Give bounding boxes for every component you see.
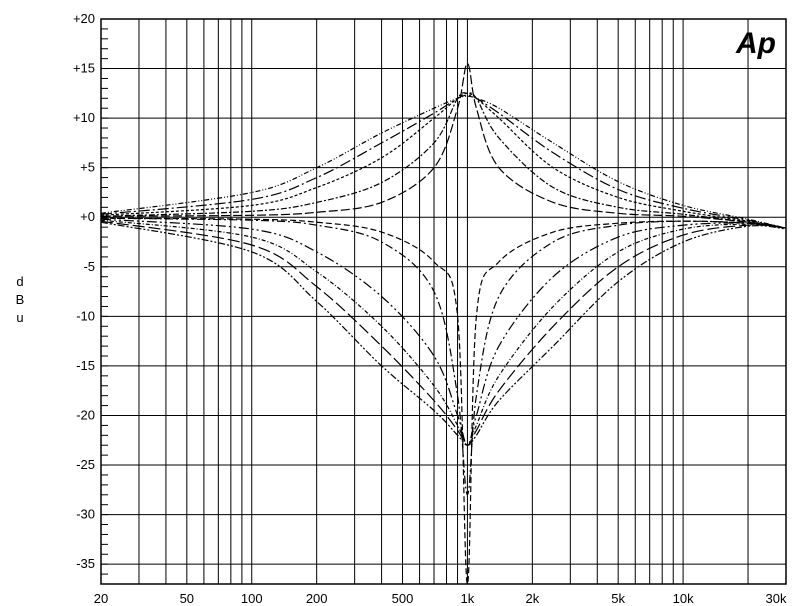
- x-tick-labels: 20 50 100 200 500 1k 2k 5k 10k 30k: [94, 591, 787, 606]
- y-tick-label: -15: [76, 358, 95, 373]
- x-tick-label: 30k: [766, 591, 787, 606]
- y-tick-label: +20: [73, 11, 95, 26]
- x-tick-label: 2k: [525, 591, 539, 606]
- y-axis-label-char: B: [16, 292, 25, 307]
- y-axis-label-char: d: [16, 274, 23, 289]
- x-tick-label: 100: [241, 591, 263, 606]
- x-tick-label: 10k: [673, 591, 694, 606]
- x-tick-label: 5k: [611, 591, 625, 606]
- y-tick-label: -10: [76, 308, 95, 323]
- y-tick-label: -20: [76, 407, 95, 422]
- x-tick-label: 500: [392, 591, 414, 606]
- y-tick-label: -5: [83, 259, 95, 274]
- x-tick-label: 50: [180, 591, 194, 606]
- grid-lines: [101, 19, 786, 584]
- y-tick-label: +10: [73, 110, 95, 125]
- y-tick-label: +5: [80, 160, 95, 175]
- y-tick-label: -35: [76, 556, 95, 571]
- y-axis-label-char: u: [16, 310, 23, 325]
- minor-y-ticks: [101, 19, 108, 584]
- y-axis-label: dBu: [16, 274, 25, 325]
- x-tick-label: 1k: [461, 591, 475, 606]
- y-tick-label: +15: [73, 61, 95, 76]
- y-tick-label: +0: [80, 209, 95, 224]
- x-tick-label: 200: [306, 591, 328, 606]
- y-tick-labels: +20 +15 +10 +5 +0 -5 -10 -15 -20 -25 -30 -35: [73, 11, 95, 571]
- y-tick-label: -30: [76, 507, 95, 522]
- x-tick-label: 20: [94, 591, 108, 606]
- ap-logo: Ap: [735, 27, 776, 60]
- y-tick-label: -25: [76, 457, 95, 472]
